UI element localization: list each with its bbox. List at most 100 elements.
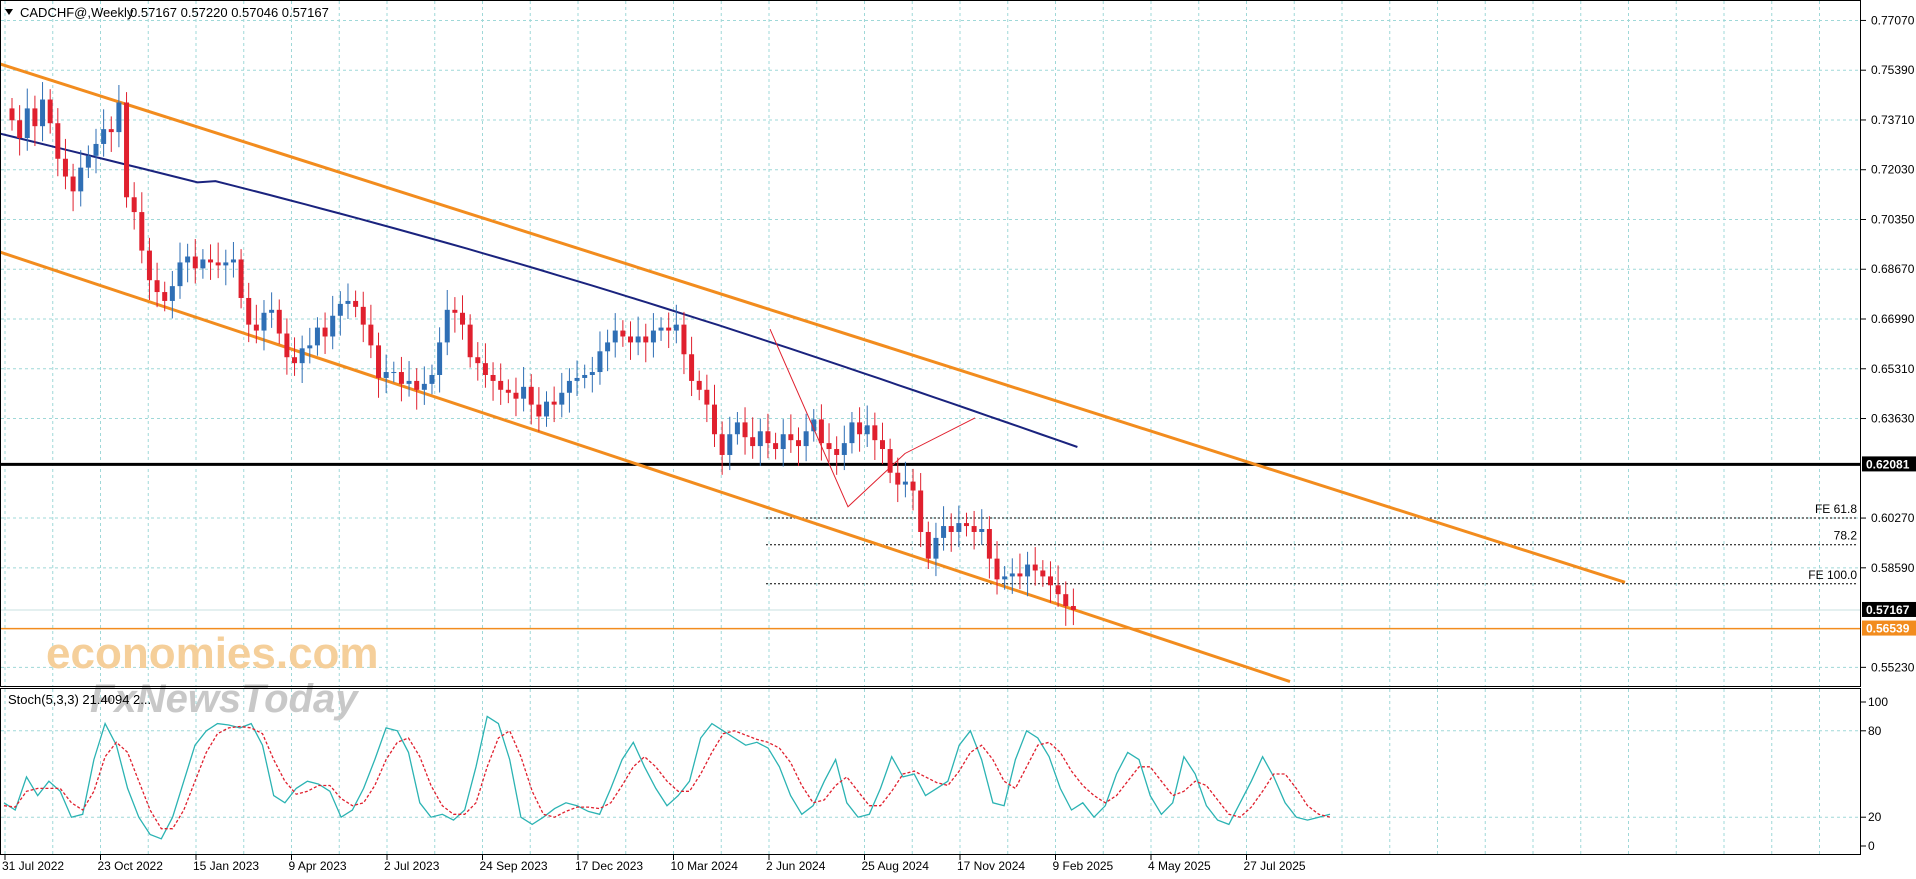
- watermark-economies: economies.com: [46, 629, 379, 678]
- price-tick-label: 0.70350: [1871, 212, 1915, 226]
- bear-candle: [9, 108, 15, 121]
- bear-candle: [47, 99, 53, 124]
- time-tick-label: 2 Jun 2024: [766, 859, 826, 873]
- bear-candle: [1017, 573, 1023, 577]
- time-tick-label: 9 Apr 2023: [289, 859, 347, 873]
- bull-candle: [93, 143, 99, 156]
- menu-triangle-icon[interactable]: [5, 9, 13, 15]
- time-tick-label: 10 Mar 2024: [671, 859, 739, 873]
- bull-candle: [933, 537, 939, 559]
- bear-candle: [918, 490, 924, 532]
- bear-candle: [551, 401, 557, 405]
- bull-candle: [597, 351, 603, 373]
- bear-candle: [292, 357, 298, 364]
- bear-candle: [711, 404, 717, 435]
- price-tick-label: 0.77070: [1871, 13, 1915, 27]
- bear-candle: [666, 327, 672, 331]
- chart-symbol: CADCHF@,Weekly: [20, 5, 134, 20]
- bear-candle: [834, 449, 840, 455]
- bull-candle: [330, 315, 336, 337]
- moving-average: [0, 132, 1078, 448]
- stochastic-oscillator: [3, 715, 1331, 840]
- bear-candle: [162, 292, 168, 301]
- bull-candle: [391, 372, 397, 374]
- stoch-tick-label: 100: [1868, 695, 1888, 709]
- horizontal-levels: [0, 462, 1861, 630]
- bear-candle: [154, 280, 160, 293]
- time-tick-label: 15 Jan 2023: [193, 859, 259, 873]
- bear-candle: [353, 300, 359, 307]
- time-tick-label: 27 Jul 2025: [1244, 859, 1306, 873]
- price-panel-frame: [0, 0, 1861, 687]
- price-grid: [1, 1, 1860, 686]
- bull-candle: [169, 286, 175, 301]
- stoch-panel-frame: [0, 688, 1861, 855]
- price-tick-label: 0.55230: [1871, 660, 1915, 674]
- bull-candle: [101, 129, 107, 144]
- bull-candle: [727, 434, 733, 455]
- channel-lower-line: [0, 250, 1291, 683]
- bear-candle: [963, 523, 969, 527]
- bull-candle: [956, 523, 962, 532]
- bear-candle: [750, 437, 756, 447]
- bear-candle: [765, 431, 771, 444]
- bear-candle: [192, 256, 198, 269]
- bear-candle: [131, 197, 137, 213]
- bear-candle: [528, 386, 534, 405]
- bear-candle: [857, 422, 863, 435]
- bull-candle: [444, 309, 450, 343]
- bear-candle: [887, 449, 893, 473]
- stoch-grid: [1, 689, 1860, 855]
- bear-candle: [490, 374, 496, 381]
- bear-candle: [818, 419, 824, 444]
- price-tick-label: 0.63630: [1871, 412, 1915, 426]
- bear-candle: [536, 404, 542, 417]
- bull-candle: [200, 259, 206, 269]
- bear-candle: [360, 306, 366, 325]
- price-channel: [0, 62, 1626, 683]
- price-tick-label: 0.66990: [1871, 312, 1915, 326]
- bull-candle: [811, 419, 817, 432]
- bear-candle: [108, 129, 114, 133]
- price-tag-label: 0.56539: [1866, 622, 1910, 636]
- price-tag: [1862, 601, 1916, 617]
- bear-candle: [872, 425, 878, 441]
- bull-candle: [223, 262, 229, 266]
- price-tick-label: 0.68670: [1871, 262, 1915, 276]
- bear-candle: [482, 363, 488, 375]
- bear-candle: [1055, 585, 1061, 595]
- time-tick-label: 4 May 2025: [1148, 859, 1211, 873]
- bear-candle: [1032, 564, 1038, 571]
- zigzag-pattern: [769, 328, 976, 508]
- bear-candle: [1040, 570, 1046, 577]
- watermark-fxnewstoday: FxNewsToday: [90, 677, 359, 721]
- bull-candle: [902, 481, 908, 485]
- bull-candle: [337, 303, 343, 316]
- bear-candle: [795, 440, 801, 447]
- fibo-label: FE 61.8: [1815, 502, 1857, 516]
- bull-candle: [185, 256, 191, 263]
- bear-candle: [628, 336, 634, 343]
- bear-candle: [719, 434, 725, 455]
- price-tick-label: 0.60270: [1871, 511, 1915, 525]
- bull-candle: [605, 342, 611, 352]
- bear-candle: [689, 354, 695, 381]
- fibo-label: 78.2: [1834, 529, 1858, 543]
- bull-candle: [85, 155, 91, 168]
- fibo-label: FE 100.0: [1808, 568, 1857, 582]
- stoch-tick-label: 0: [1868, 839, 1875, 853]
- bear-candle: [452, 309, 458, 313]
- bull-candle: [429, 374, 435, 384]
- bear-candle: [32, 108, 38, 127]
- time-tick-label: 9 Feb 2025: [1053, 859, 1114, 873]
- bull-candle: [116, 102, 122, 133]
- bear-candle: [971, 526, 977, 532]
- bull-candle: [383, 372, 389, 378]
- bull-candle: [582, 374, 588, 378]
- stoch-main-line: [3, 715, 1331, 840]
- bear-candle: [498, 380, 504, 390]
- bear-candle: [513, 392, 519, 399]
- bear-candle: [62, 158, 68, 177]
- bear-candle: [505, 389, 511, 393]
